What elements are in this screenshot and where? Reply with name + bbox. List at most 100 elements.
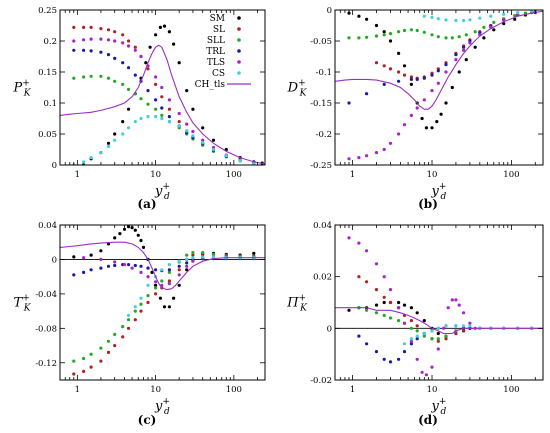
y-tick-label: 0.1 <box>43 99 57 109</box>
series-sll-point <box>402 28 407 33</box>
series-sll-point <box>464 33 468 37</box>
legend-swatch-dot <box>237 60 241 64</box>
series-trl-point <box>388 360 393 364</box>
series-cs-point <box>422 331 426 336</box>
series-sll-point <box>126 318 131 322</box>
series-sll-point <box>72 76 76 80</box>
series-trl-point <box>133 263 137 268</box>
series-sll-point <box>106 339 111 343</box>
series-sll-point <box>154 107 158 111</box>
series-sll-point <box>482 25 486 29</box>
series-sm-point <box>415 311 419 315</box>
series-tls-point <box>382 275 386 279</box>
series-sm-point <box>482 36 486 40</box>
y-tick-label: -0.02 <box>310 376 332 386</box>
x-tick-label: 1 <box>75 385 80 395</box>
legend-entry-label: SLL <box>207 36 225 46</box>
series-tls-point <box>382 147 386 152</box>
series-cs-point <box>468 18 472 22</box>
series-cs-point <box>139 296 143 300</box>
x-tick-label: 1 <box>75 170 80 180</box>
series-tls-point <box>72 39 76 43</box>
panel-d: 1 10 100 0.04 0.02 0 -0.02 Π+ K y+ d(d) <box>286 221 544 427</box>
legend-swatch-dot <box>237 71 241 75</box>
series-trl-point <box>167 115 171 119</box>
series-sl-point <box>146 67 150 71</box>
series-sl-point <box>436 339 440 343</box>
series-trl-point <box>409 342 413 346</box>
series-sm-point <box>211 138 216 142</box>
series-tls-point <box>446 306 450 310</box>
series-trl-point <box>374 350 379 354</box>
series-sll-point <box>89 74 93 78</box>
series-trl-point <box>397 357 401 361</box>
series-trl-point <box>89 49 93 53</box>
series-tls-point <box>388 288 393 292</box>
series-sl-point <box>357 275 361 279</box>
series-sm-point <box>424 126 428 130</box>
y-tick-label: -0.04 <box>35 290 57 300</box>
series-sm-point <box>374 303 379 307</box>
y-axis-label: Π+ K <box>286 294 308 314</box>
series-sl-point <box>126 39 131 43</box>
series-sll-point <box>436 35 440 39</box>
series-trl-point <box>154 98 158 102</box>
series-tls-point <box>113 39 117 43</box>
series-cs-point <box>430 15 434 19</box>
series-sm-point <box>397 300 401 305</box>
series-sm-point <box>162 24 167 28</box>
series-sm-point <box>422 319 426 323</box>
series-tls-point <box>415 106 419 110</box>
series-sll-point <box>444 36 448 40</box>
x-tick-label: 1 <box>350 385 355 395</box>
series-sm-point <box>365 17 369 21</box>
x-tick-label: 100 <box>226 385 242 395</box>
series-cs-point <box>201 141 205 145</box>
series-cs-point <box>191 256 195 260</box>
y-axis-label: D+ K <box>287 79 308 99</box>
series-sm-point <box>402 303 407 307</box>
series-tls-point <box>139 270 143 274</box>
legend-swatch-dot <box>237 16 241 20</box>
y-tick-label: -0.05 <box>310 37 332 47</box>
series-sl-point <box>99 359 103 363</box>
series-sll-point <box>357 36 361 40</box>
series-cs-point <box>211 147 216 152</box>
series-sl-point <box>133 318 137 322</box>
series-cs-point <box>177 124 181 128</box>
series-cs-point <box>133 305 137 309</box>
series-sll-point <box>139 302 143 306</box>
series-cs-point <box>185 257 189 261</box>
series-sl-point <box>139 309 143 313</box>
y-tick-label: -0.12 <box>35 359 57 369</box>
series-sll-point <box>121 325 125 329</box>
series-sll-point <box>388 31 393 36</box>
series-trl-point <box>72 273 76 277</box>
series-tls-point <box>82 256 86 260</box>
plot-area <box>335 236 543 377</box>
series-sm-point <box>148 45 152 49</box>
series-sll-point <box>422 334 426 338</box>
series-cs-point <box>530 10 534 13</box>
series-tls-point <box>177 111 181 116</box>
series-sm-point <box>409 306 413 310</box>
series-tls-point <box>347 157 351 161</box>
series-sl-point <box>415 324 419 328</box>
series-sll-point <box>457 35 461 39</box>
series-sl-point <box>382 295 386 299</box>
series-trl-point <box>357 334 361 338</box>
series-sl-point <box>409 319 413 323</box>
series-trl-point <box>415 77 419 81</box>
panel-b: 1 10 100 0 -0.05 -0.1 -0.15 -0.2 -0.25 D+ K y+ d(b) <box>287 6 544 211</box>
series-sll-point <box>397 30 401 34</box>
x-axis-label: y+ d <box>431 397 447 417</box>
series-tls-point <box>436 347 440 351</box>
series-sl-point <box>167 279 171 283</box>
series-tls-point <box>402 123 407 127</box>
series-sl-point <box>121 335 125 339</box>
series-tls-point <box>106 38 111 42</box>
series-sll-point <box>430 33 434 37</box>
series-sm-point <box>154 283 158 287</box>
legend-entry-label: CS <box>212 69 225 79</box>
series-sll-point <box>382 33 386 37</box>
